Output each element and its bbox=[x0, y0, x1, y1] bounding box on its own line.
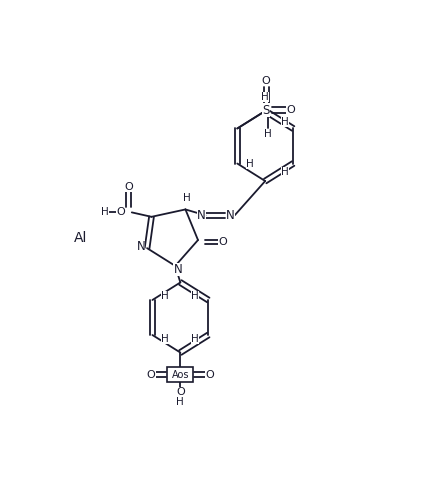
Text: H: H bbox=[246, 159, 254, 169]
Text: O: O bbox=[286, 105, 295, 115]
Text: Al: Al bbox=[74, 231, 87, 245]
Text: O: O bbox=[176, 387, 185, 397]
Text: O: O bbox=[205, 370, 214, 380]
Text: H: H bbox=[162, 291, 169, 301]
Text: H: H bbox=[261, 92, 269, 102]
Text: H: H bbox=[281, 167, 289, 177]
Text: O: O bbox=[147, 370, 155, 380]
Text: O: O bbox=[124, 182, 133, 192]
Text: O: O bbox=[218, 237, 227, 247]
Text: Aos: Aos bbox=[172, 370, 189, 380]
Text: H: H bbox=[191, 291, 199, 301]
Text: N: N bbox=[137, 240, 145, 253]
Text: H: H bbox=[281, 117, 289, 127]
Text: O: O bbox=[262, 76, 271, 86]
Text: H: H bbox=[191, 334, 199, 344]
Text: H: H bbox=[183, 193, 191, 203]
Text: N: N bbox=[197, 209, 206, 222]
FancyBboxPatch shape bbox=[167, 367, 193, 382]
Text: H: H bbox=[177, 397, 184, 407]
Text: H: H bbox=[101, 207, 109, 217]
Text: S: S bbox=[262, 103, 270, 116]
Text: H: H bbox=[162, 334, 169, 344]
Text: O: O bbox=[117, 207, 125, 217]
Text: N: N bbox=[226, 209, 235, 222]
Text: H: H bbox=[264, 129, 272, 139]
Text: N: N bbox=[173, 263, 182, 276]
